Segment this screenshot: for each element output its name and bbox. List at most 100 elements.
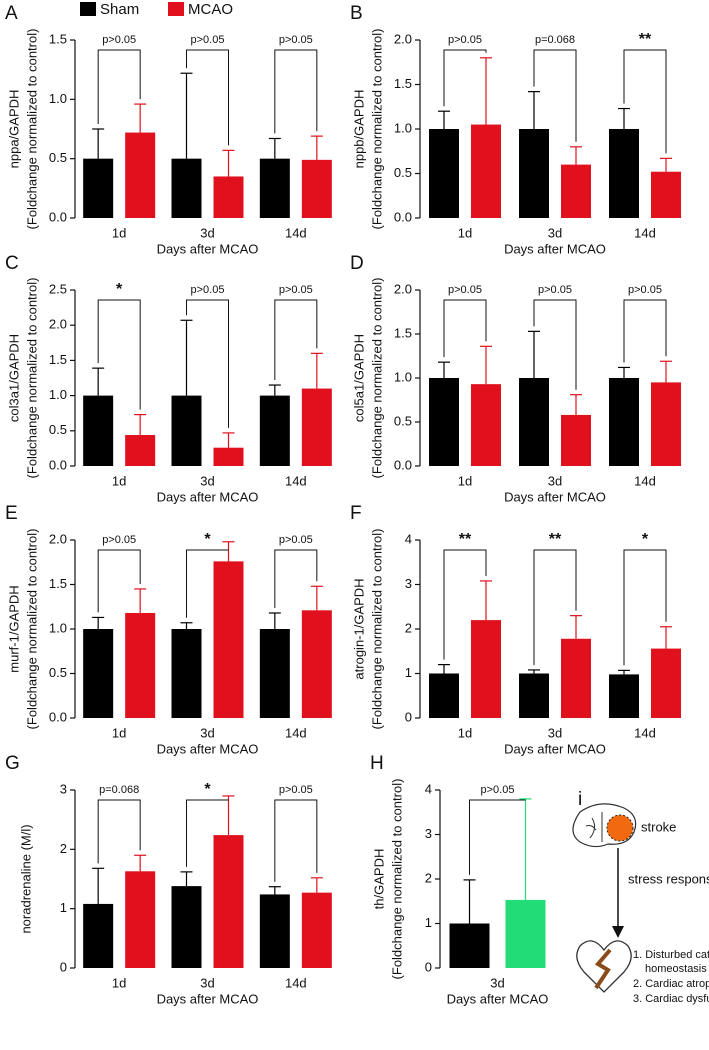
arrow-head [612,926,624,938]
x-tick-label: 3d [200,473,214,488]
diagram: i stroke stress response 1. Disturbed ca… [572,789,709,1005]
y-axis-label: (Foldchange normalized to control) [369,29,384,230]
y-axis-label: nppa/GAPDH [6,90,21,169]
outcome: 3. Cardiac dysfunction [633,993,709,1005]
bar [429,378,459,466]
y-axis-label: atrogin-1/GAPDH [351,578,366,679]
significance-bracket [186,299,229,428]
x-tick-label: 1d [458,225,472,240]
significance-bracket [533,299,577,390]
y-tick-label: 2.0 [49,531,67,546]
bar [609,378,639,466]
y-tick-label: 0.5 [394,413,412,428]
y-tick-label: 0.0 [49,709,67,724]
x-tick-label: 14d [285,975,307,990]
y-tick-label: 0.5 [49,422,67,437]
bar [519,673,549,718]
bar [301,388,332,466]
significance-bracket [274,49,318,134]
y-axis-label: (Foldchange normalized to control) [24,529,39,730]
y-axis-label: (Foldchange normalized to control) [369,529,384,730]
y-tick-label: 1.5 [49,31,67,46]
x-tick-label: 3d [490,975,504,990]
bar [83,395,114,466]
significance-bracket [97,299,141,410]
x-tick-label: 1d [112,975,126,990]
panel-letter: A [5,3,18,24]
y-tick-label: 1 [405,665,412,680]
y-tick-label: 3 [60,781,67,796]
y-tick-label: 1.0 [49,387,67,402]
significance-bracket [623,49,667,154]
y-tick-label: 0.0 [394,457,412,472]
significance-bracket [623,299,667,363]
y-axis-label: th/GAPDH [371,849,386,910]
y-tick-label: 2 [60,841,67,856]
bar [519,378,549,466]
y-tick-label: 1.0 [394,369,412,384]
panel-letter: E [5,503,18,524]
significance-bracket [533,549,577,665]
x-axis-label: Days after MCAO [504,741,606,756]
y-tick-label: 1 [60,900,67,915]
bar [301,610,332,718]
x-axis-label: Days after MCAO [157,741,259,756]
significance-label: p>0.05 [279,284,313,296]
y-tick-label: 2.0 [394,31,412,46]
panel-letter: B [350,3,363,24]
significance-bracket [533,49,577,142]
bar [125,871,156,968]
y-tick-label: 0 [425,959,432,974]
legend-swatch [168,2,184,16]
y-tick-label: 1.5 [394,325,412,340]
y-tick-label: 0 [405,709,412,724]
panel-letter: F [350,503,362,524]
y-tick-label: 0.5 [49,150,67,165]
panel-letter: C [5,253,19,274]
y-tick-label: 2 [425,870,432,885]
bar [125,132,156,218]
x-axis-label: Days after MCAO [157,489,259,504]
bar [519,129,549,218]
bar [561,414,591,466]
significance-label: * [204,531,211,548]
bar [609,129,639,218]
x-tick-label: 1d [458,473,472,488]
significance-label: p>0.05 [628,284,662,296]
bar [471,124,501,218]
bar [609,674,639,718]
significance-bracket [186,49,229,146]
x-axis-label: Days after MCAO [504,489,606,504]
significance-bracket [274,299,318,381]
x-tick-label: 14d [285,225,307,240]
y-tick-label: 1.0 [49,91,67,106]
panel-letter: D [350,253,364,274]
x-tick-label: 3d [548,725,562,740]
y-tick-label: 2 [405,620,412,635]
bar [259,629,290,718]
significance-label: ** [459,531,472,548]
x-tick-label: 1d [112,225,126,240]
legend-label: MCAO [188,1,233,18]
bar [301,892,332,968]
x-tick-label: 14d [285,725,307,740]
heart-damage [594,948,612,990]
significance-bracket [443,299,487,358]
bar [505,899,546,968]
panel-letter: i [578,789,582,810]
significance-bracket [97,549,141,613]
bar [213,447,244,466]
significance-bracket [443,49,487,107]
bar [83,629,114,718]
bar [561,638,591,718]
bar [125,612,156,718]
x-tick-label: 3d [200,975,214,990]
bar [213,835,244,968]
bar [561,164,591,218]
y-axis-label: (Foldchange normalized to control) [24,278,39,479]
y-tick-label: 0.0 [394,209,412,224]
significance-label: p>0.05 [481,784,515,796]
bar [429,673,459,718]
